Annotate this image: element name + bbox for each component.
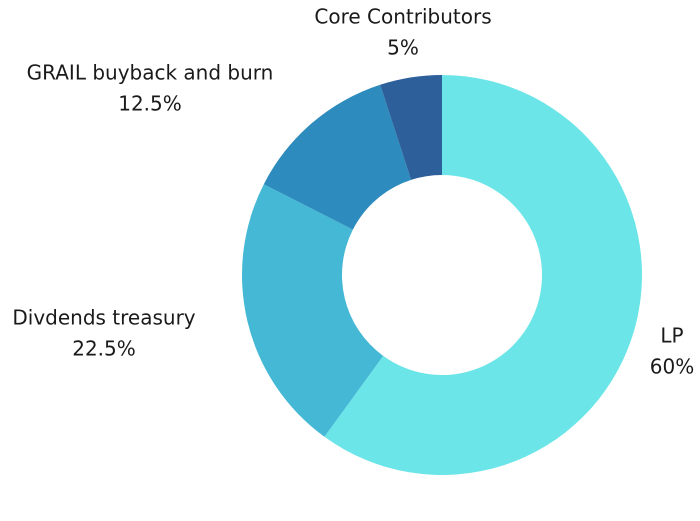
slice-value-label: 60% bbox=[650, 355, 694, 379]
slice-value-label: 22.5% bbox=[72, 337, 136, 361]
donut-slice bbox=[380, 75, 442, 180]
slice-value-label: 12.5% bbox=[118, 92, 182, 116]
donut-slice bbox=[263, 84, 412, 230]
slice-label: Core Contributors bbox=[314, 5, 491, 29]
slice-value-label: 5% bbox=[387, 36, 419, 60]
slice-label: GRAIL buyback and burn bbox=[27, 61, 274, 85]
donut-slice bbox=[324, 75, 643, 476]
slice-label: LP bbox=[660, 324, 683, 348]
slice-label: Divdends treasury bbox=[12, 306, 195, 330]
donut-slice bbox=[242, 184, 384, 437]
